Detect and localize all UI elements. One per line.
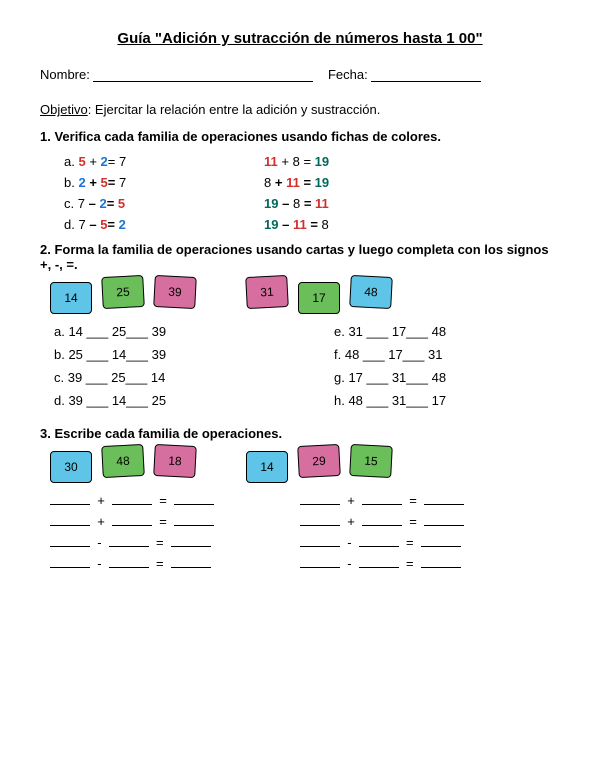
ex2-row: d. 39 ___ 14___ 25 xyxy=(54,393,304,408)
ex1-left-row: d. 7 – 5= 2 xyxy=(64,217,264,232)
section3-title: 3. Escribe cada familia de operaciones. xyxy=(40,426,560,441)
ex1-right-row: 8 + 11 = 19 xyxy=(264,175,464,190)
exercise1-grid: a. 5 + 2= 711 + 8 = 19b. 2 + 5= 78 + 11 … xyxy=(64,154,560,232)
ex1-right-row: 11 + 8 = 19 xyxy=(264,154,464,169)
ex2-row: e. 31 ___ 17___ 48 xyxy=(304,324,554,339)
number-card: 48 xyxy=(349,275,393,309)
ex2-row: b. 25 ___ 14___ 39 xyxy=(54,347,304,362)
objective-label: Objetivo xyxy=(40,102,88,117)
number-card: 31 xyxy=(245,275,289,309)
number-card: 14 xyxy=(50,282,92,314)
ex1-right-row: 19 – 8 = 11 xyxy=(264,196,464,211)
number-card: 39 xyxy=(153,275,197,309)
card-group-d: 142915 xyxy=(246,451,392,483)
ex2-row: f. 48 ___ 17___ 31 xyxy=(304,347,554,362)
number-card: 30 xyxy=(50,451,92,483)
ex2-row: a. 14 ___ 25___ 39 xyxy=(54,324,304,339)
section3-cards: 304818 142915 xyxy=(50,451,560,483)
section1-title: 1. Verifica cada familia de operaciones … xyxy=(40,129,560,144)
ex3-row[interactable]: + = xyxy=(300,514,550,529)
objective: Objetivo: Ejercitar la relación entre la… xyxy=(40,102,560,117)
card-group-a: 142539 xyxy=(50,282,196,314)
ex3-row[interactable]: - = xyxy=(300,556,550,571)
number-card: 48 xyxy=(101,444,145,478)
ex3-row[interactable]: - = xyxy=(300,535,550,550)
date-label: Fecha: xyxy=(328,67,368,82)
section2-cards: 142539 311748 xyxy=(50,282,560,314)
number-card: 15 xyxy=(349,444,393,478)
card-group-c: 304818 xyxy=(50,451,196,483)
exercise2-grid: a. 14 ___ 25___ 39e. 31 ___ 17___ 48b. 2… xyxy=(54,324,560,408)
ex3-row[interactable]: + = xyxy=(300,493,550,508)
section2-title: 2. Forma la familia de operaciones usand… xyxy=(40,242,560,272)
card-group-b: 311748 xyxy=(246,282,392,314)
ex1-left-row: c. 7 – 2= 5 xyxy=(64,196,264,211)
number-card: 18 xyxy=(153,444,197,478)
ex3-row[interactable]: + = xyxy=(50,514,300,529)
ex2-row: g. 17 ___ 31___ 48 xyxy=(304,370,554,385)
ex1-left-row: b. 2 + 5= 7 xyxy=(64,175,264,190)
ex3-row[interactable]: - = xyxy=(50,535,300,550)
number-card: 25 xyxy=(101,275,145,309)
header-line: Nombre: Fecha: xyxy=(40,67,560,82)
ex1-left-row: a. 5 + 2= 7 xyxy=(64,154,264,169)
ex3-row[interactable]: + = xyxy=(50,493,300,508)
objective-text: : Ejercitar la relación entre la adición… xyxy=(88,102,381,117)
number-card: 17 xyxy=(298,282,340,314)
ex1-right-row: 19 – 11 = 8 xyxy=(264,217,464,232)
name-blank[interactable] xyxy=(93,69,313,82)
ex2-row: c. 39 ___ 25___ 14 xyxy=(54,370,304,385)
number-card: 14 xyxy=(246,451,288,483)
number-card: 29 xyxy=(297,444,341,478)
date-blank[interactable] xyxy=(371,69,481,82)
ex2-row: h. 48 ___ 31___ 17 xyxy=(304,393,554,408)
exercise3-grid: + = + = + = + = - = - = - = - = xyxy=(50,493,560,571)
ex3-row[interactable]: - = xyxy=(50,556,300,571)
name-label: Nombre: xyxy=(40,67,90,82)
page-title: Guía "Adición y sutracción de números ha… xyxy=(40,30,560,47)
